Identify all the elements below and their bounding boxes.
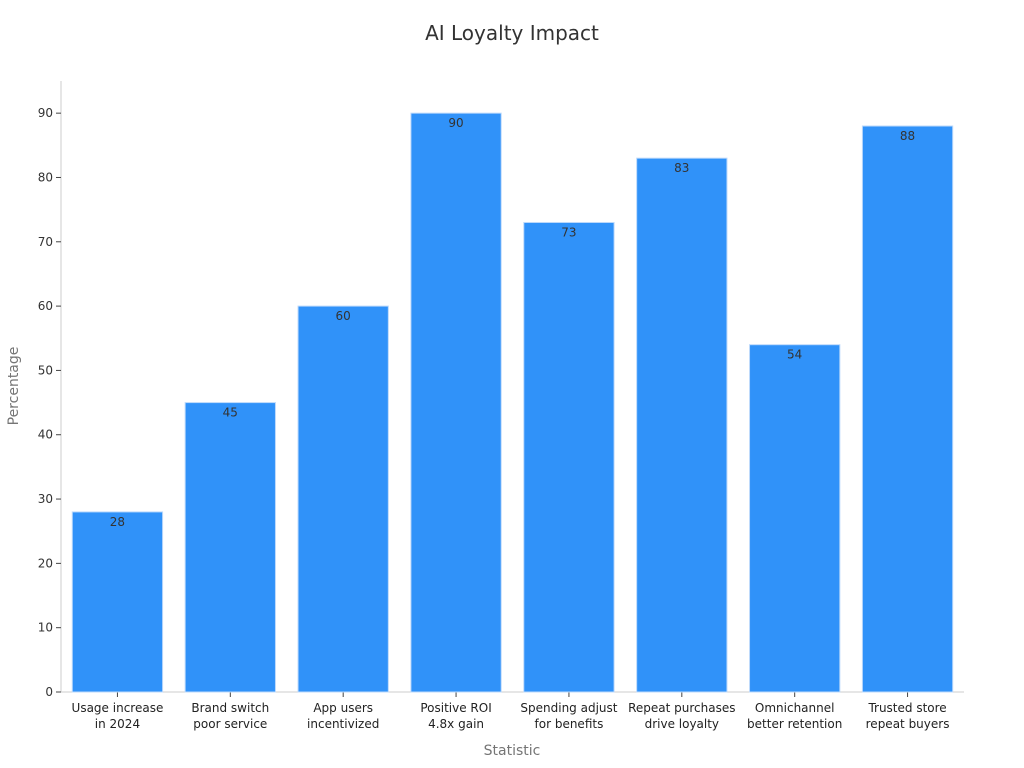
data-label: 90 [448, 116, 463, 130]
x-tick-label-line: 4.8x gain [428, 717, 484, 731]
x-axis: Usage increase in 2024 Brand switch poor se… [61, 691, 964, 731]
y-tick-label: 60 [38, 299, 53, 313]
bars-group [71, 112, 954, 693]
data-label: 83 [674, 161, 689, 175]
x-tick-label: Trusted store repeat buyers [866, 701, 950, 731]
data-label: 60 [336, 309, 351, 323]
data-label: 88 [900, 129, 915, 143]
x-tick-label: Positive ROI 4.8x gain [420, 701, 491, 731]
y-tick-label: 40 [38, 428, 53, 442]
x-tick-label-line: drive loyalty [645, 717, 719, 731]
data-label: 28 [110, 515, 125, 529]
bar [297, 305, 389, 693]
x-tick-label-line: poor service [193, 717, 267, 731]
bar [71, 511, 164, 693]
x-tick-label: Usage increase in 2024 [72, 701, 164, 731]
x-tick-label-line: in 2024 [95, 717, 140, 731]
x-tick-label-line: incentivized [307, 717, 379, 731]
y-tick-label: 50 [38, 363, 53, 377]
y-tick-label: 30 [38, 492, 53, 506]
x-tick-label: App users incentivized [307, 701, 379, 731]
data-labels-group: 28 45 60 90 73 83 54 88 [110, 116, 915, 529]
chart-title: AI Loyalty Impact [425, 21, 599, 45]
bar [184, 402, 276, 693]
x-tick-label-line: App users [313, 701, 373, 715]
y-tick-label: 70 [38, 235, 53, 249]
data-label: 45 [223, 406, 238, 420]
bar [861, 125, 954, 693]
x-tick-label: Brand switch poor service [191, 701, 269, 731]
x-tick-label-line: Repeat purchases [628, 701, 735, 715]
bar [523, 221, 615, 693]
data-label: 54 [787, 348, 802, 362]
y-tick-label: 90 [38, 106, 53, 120]
y-axis: 0 10 20 30 40 50 60 70 80 90 [38, 81, 62, 699]
x-tick-label-line: Trusted store [867, 701, 946, 715]
x-tick-label-line: Usage increase [72, 701, 164, 715]
x-tick-label-line: for benefits [535, 717, 604, 731]
x-tick-label-line: Positive ROI [420, 701, 491, 715]
x-tick-label: Omnichannel better retention [747, 701, 842, 731]
y-axis-label: Percentage [6, 347, 22, 426]
y-tick-label: 10 [38, 621, 53, 635]
bar [410, 112, 502, 693]
y-tick-label: 20 [38, 556, 53, 570]
y-tick-label: 80 [38, 170, 53, 184]
x-tick-label-line: Brand switch [191, 701, 269, 715]
x-tick-label-line: repeat buyers [866, 717, 950, 731]
data-label: 73 [561, 225, 576, 239]
x-tick-label: Spending adjust for benefits [520, 701, 617, 731]
x-tick-label-line: Spending adjust [520, 701, 617, 715]
y-tick-label: 0 [45, 685, 53, 699]
bar [636, 157, 728, 693]
x-axis-label: Statistic [484, 743, 541, 759]
bar [749, 344, 841, 693]
x-tick-label-line: Omnichannel [755, 701, 835, 715]
x-tick-label-line: better retention [747, 717, 842, 731]
x-tick-label: Repeat purchases drive loyalty [628, 701, 735, 731]
